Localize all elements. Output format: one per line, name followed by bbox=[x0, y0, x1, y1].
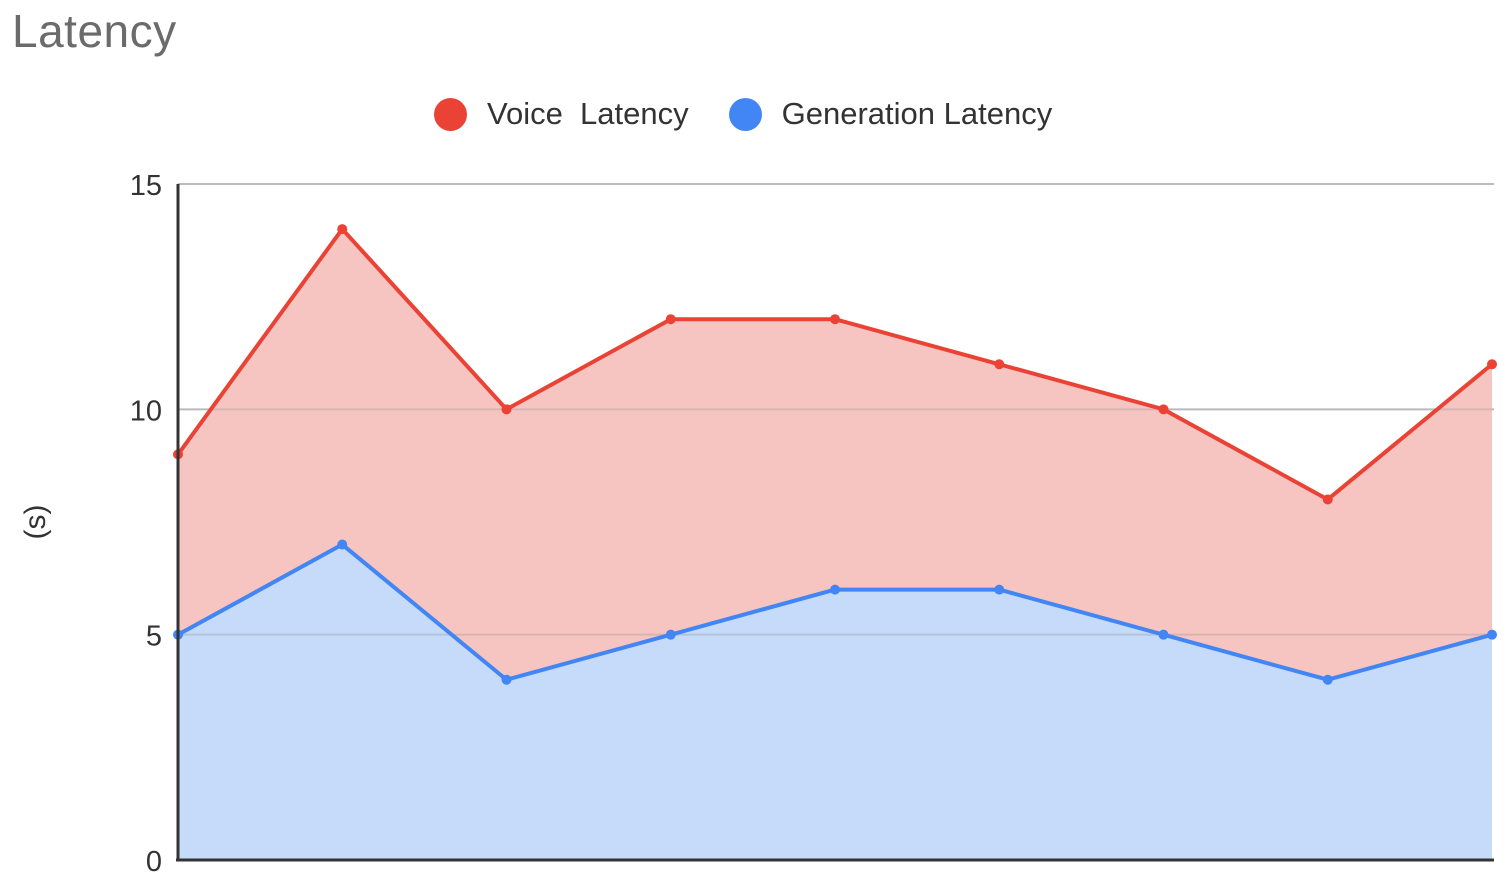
y-tick-label-15: 15 bbox=[130, 170, 162, 202]
point-voice-latency-3 bbox=[501, 404, 512, 415]
legend-swatch-voice-latency bbox=[434, 97, 467, 131]
legend-swatch-generation-latency bbox=[728, 97, 762, 131]
point-voice-latency-8 bbox=[1322, 494, 1333, 505]
point-voice-latency-4 bbox=[665, 314, 676, 325]
point-generation-latency-3 bbox=[501, 674, 512, 685]
point-voice-latency-7 bbox=[1158, 404, 1169, 415]
point-voice-latency-6 bbox=[994, 359, 1005, 370]
point-generation-latency-5 bbox=[830, 584, 840, 595]
point-generation-latency-9 bbox=[1487, 629, 1497, 640]
point-generation-latency-6 bbox=[994, 584, 1005, 595]
legend-label-voice-latency: Voice Latency bbox=[487, 96, 689, 131]
point-generation-latency-2 bbox=[337, 539, 348, 550]
legend-item-generation-latency[interactable]: Generation Latency bbox=[728, 96, 1053, 132]
area-generation-latency bbox=[178, 544, 1492, 860]
point-voice-latency-9 bbox=[1487, 359, 1497, 370]
y-tick-label-5: 5 bbox=[146, 621, 162, 653]
legend-item-voice-latency[interactable]: Voice Latency bbox=[434, 96, 689, 132]
y-tick-label-10: 10 bbox=[130, 395, 162, 427]
point-voice-latency-5 bbox=[830, 314, 840, 325]
point-generation-latency-7 bbox=[1158, 629, 1169, 640]
legend: Voice Latency Generation Latency bbox=[434, 94, 1052, 134]
point-voice-latency-2 bbox=[337, 224, 348, 235]
point-generation-latency-4 bbox=[665, 629, 676, 640]
chart-title: Latency bbox=[12, 5, 177, 57]
legend-label-generation-latency: Generation Latency bbox=[781, 96, 1053, 131]
point-generation-latency-8 bbox=[1322, 674, 1333, 685]
y-tick-label-0: 0 bbox=[146, 846, 162, 878]
